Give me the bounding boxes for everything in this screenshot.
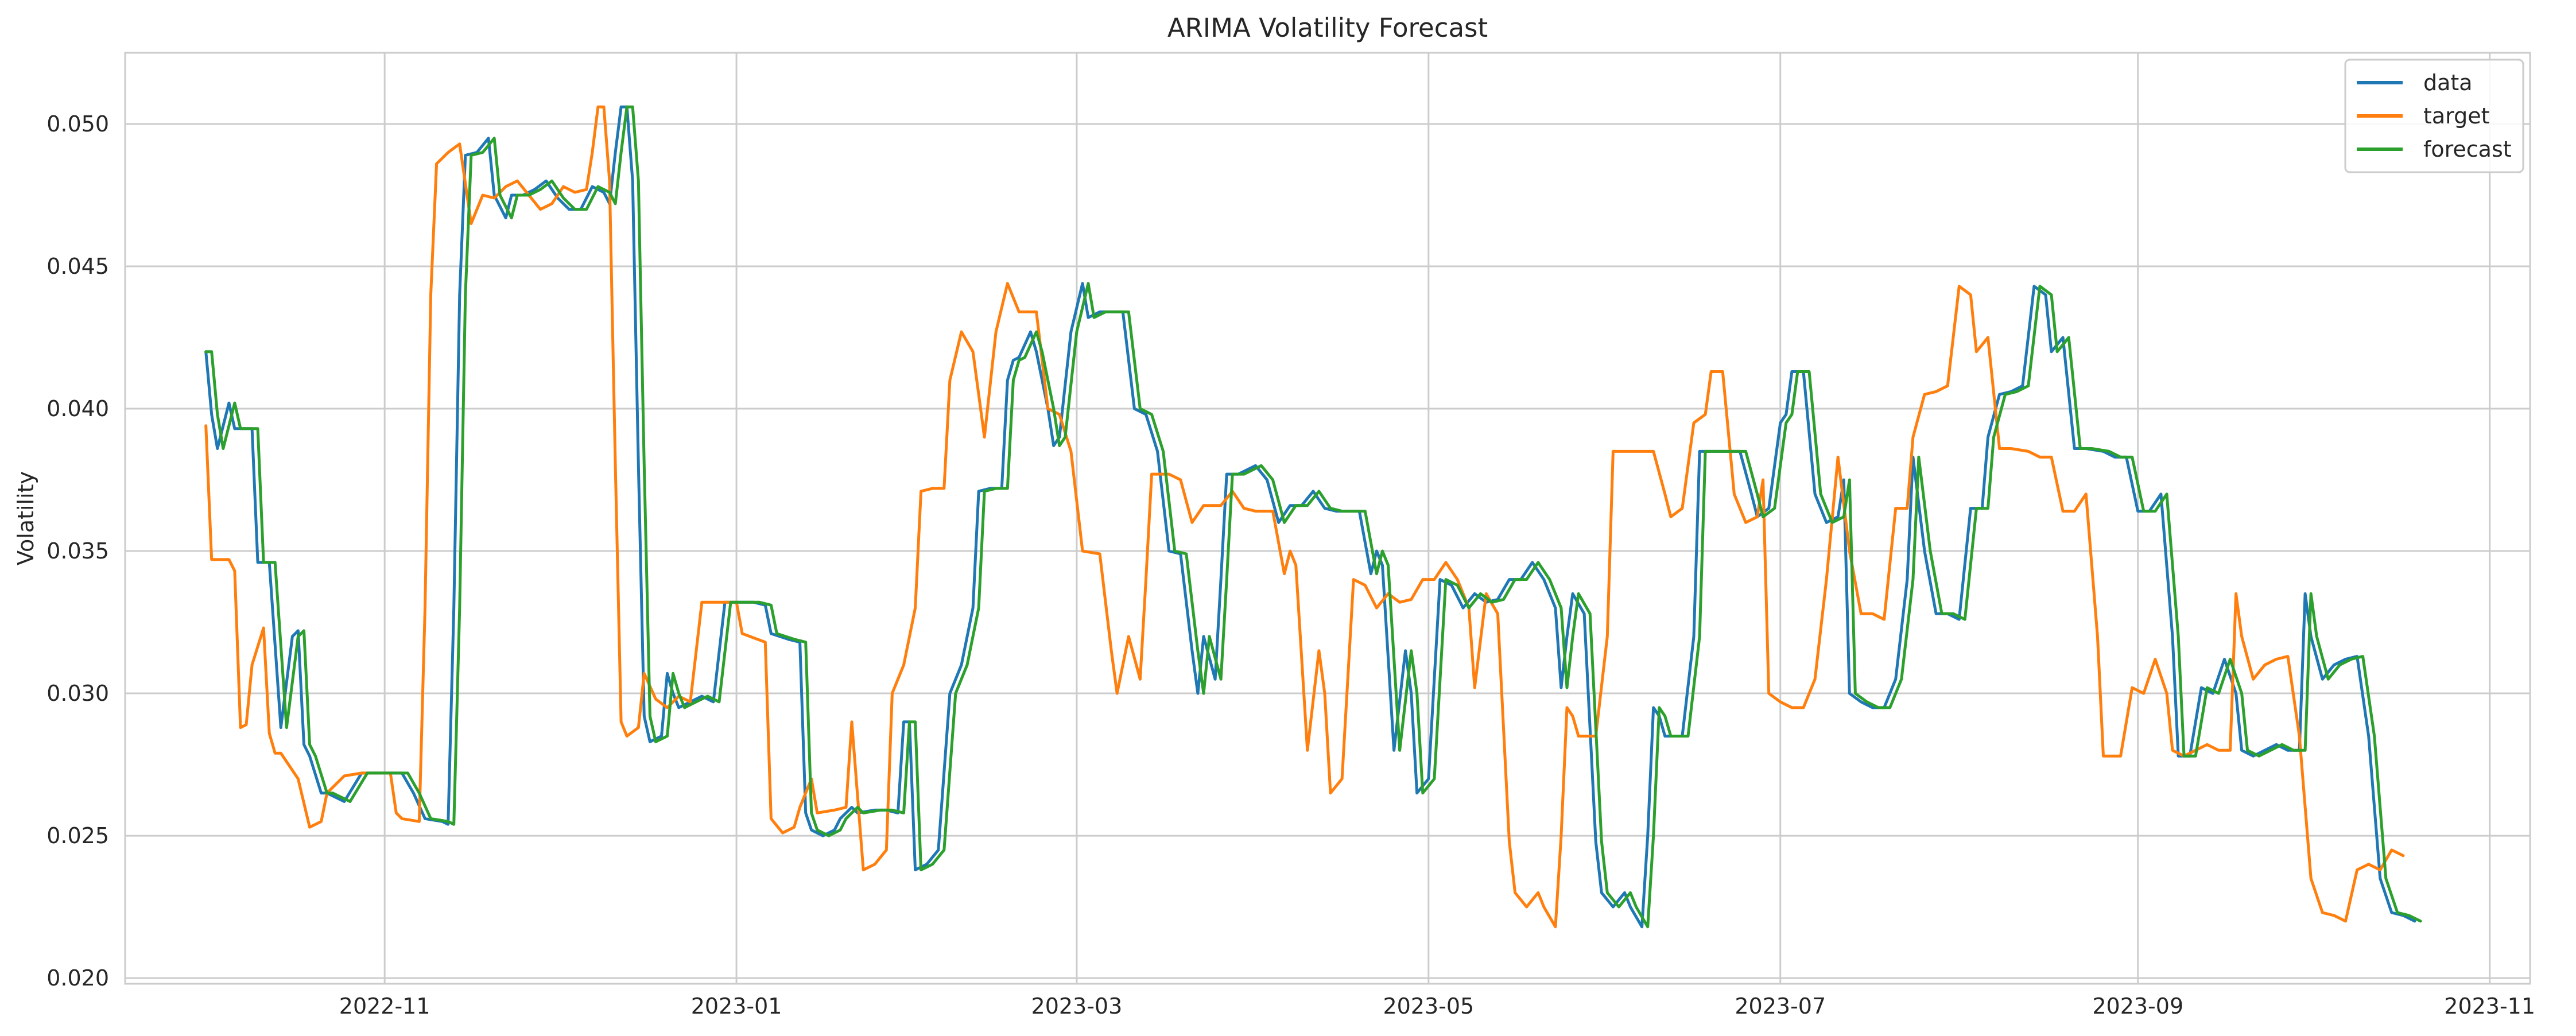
- y-tick-label: 0.030: [46, 681, 109, 706]
- y-axis-label: Volatility: [13, 471, 38, 565]
- x-tick-label: 2023-03: [1031, 994, 1123, 1019]
- series-line-data: [204, 105, 2416, 929]
- series-line-target: [204, 105, 2405, 929]
- plot-area-frame: [124, 52, 2531, 985]
- y-tick-label: 0.040: [46, 396, 109, 421]
- x-tick-label: 2023-11: [2444, 994, 2535, 1019]
- y-tick-label: 0.050: [46, 111, 109, 137]
- series-lines: [204, 105, 2422, 929]
- legend-label-data: data: [2423, 70, 2473, 95]
- x-tick-label: 2023-07: [1735, 994, 1826, 1019]
- series-line-forecast: [204, 105, 2422, 929]
- chart-title: ARIMA Volatility Forecast: [1167, 13, 1488, 43]
- legend-box: [2344, 59, 2524, 173]
- x-tick-label: 2023-05: [1383, 994, 1474, 1019]
- y-tick-label: 0.035: [46, 538, 109, 564]
- grid-lines: [125, 53, 2530, 984]
- x-tick-label: 2023-01: [691, 994, 782, 1019]
- x-tick-label: 2022-11: [339, 994, 430, 1019]
- y-tick-label: 0.025: [46, 823, 109, 848]
- legend-label-forecast: forecast: [2423, 137, 2512, 162]
- y-tick-label: 0.045: [46, 254, 109, 279]
- legend: data target forecast: [2344, 59, 2524, 173]
- x-tick-label: 2023-09: [2092, 994, 2183, 1019]
- legend-label-target: target: [2423, 103, 2490, 129]
- tick-labels: 2022-11 2023-01 2023-03 2023-05 2023-07 2023-…: [46, 111, 2535, 1019]
- y-tick-label: 0.020: [46, 965, 109, 991]
